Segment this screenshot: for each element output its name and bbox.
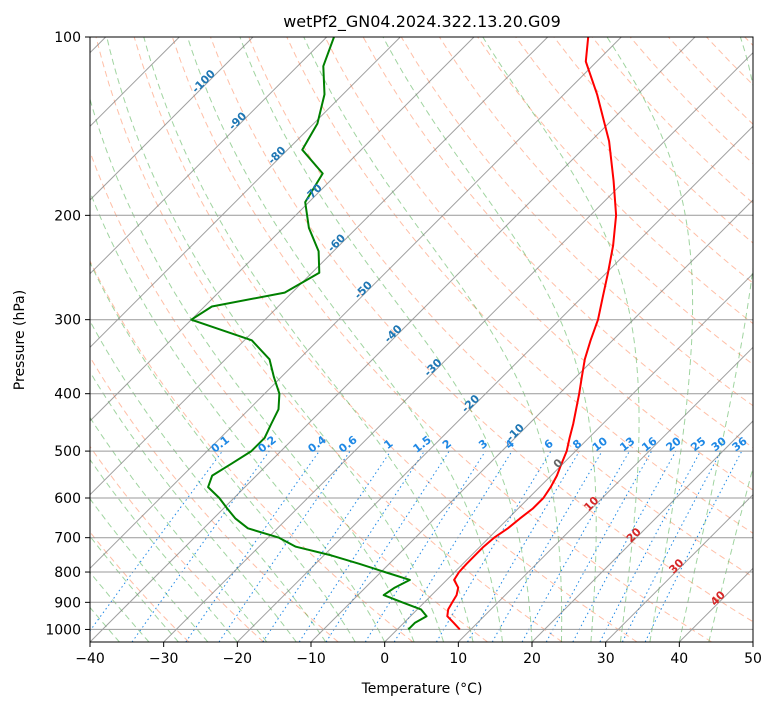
y-tick-label: 200 bbox=[54, 208, 81, 224]
moist-adiabat bbox=[90, 497, 209, 642]
moist-adiabat bbox=[90, 458, 238, 642]
plot-frame bbox=[89, 36, 754, 643]
chart-title: wetPf2_GN04.2024.322.13.20.G09 bbox=[283, 12, 561, 32]
plot-background bbox=[90, 37, 753, 642]
temperature-profile-line bbox=[446, 37, 618, 631]
mixing-ratio-line bbox=[572, 450, 677, 642]
isotherm bbox=[90, 37, 254, 201]
dry-adiabat bbox=[210, 37, 753, 623]
x-tick-label: 30 bbox=[597, 651, 615, 667]
x-tick-label: 40 bbox=[670, 651, 688, 667]
x-tick-label: 0 bbox=[380, 651, 389, 667]
dry-adiabat bbox=[133, 37, 638, 642]
moist-adiabat bbox=[90, 261, 356, 642]
x-tick-label: 10 bbox=[449, 651, 467, 667]
dry-adiabat bbox=[90, 259, 414, 642]
dry-adiabat bbox=[90, 445, 264, 642]
dry-adiabat bbox=[515, 37, 753, 284]
isotherm bbox=[90, 37, 549, 496]
y-axis-label: Pressure (hPa) bbox=[12, 290, 28, 390]
isotherm bbox=[384, 272, 753, 642]
mixing-ratio-line bbox=[262, 450, 392, 642]
mixing-ratio-line bbox=[185, 450, 320, 642]
moist-adiabat bbox=[106, 37, 445, 642]
mixing-ratio-line bbox=[218, 450, 351, 642]
isotherm bbox=[457, 346, 753, 642]
mixing-ratio-line bbox=[599, 450, 701, 642]
moist-adiabat bbox=[90, 571, 150, 642]
isotherm bbox=[531, 420, 753, 642]
moist-adiabat bbox=[187, 37, 503, 642]
dry-adiabat bbox=[324, 37, 753, 491]
isotherm bbox=[163, 51, 753, 642]
x-tick-label: −20 bbox=[223, 651, 253, 667]
y-tick-label: 600 bbox=[54, 491, 81, 507]
y-tick-label: 1000 bbox=[45, 622, 81, 638]
mixing-ratio-line bbox=[364, 450, 486, 642]
dry-adiabat bbox=[171, 37, 712, 642]
isotherm bbox=[605, 493, 753, 642]
moist-adiabat bbox=[143, 37, 474, 642]
isotherm bbox=[90, 37, 401, 349]
y-tick-label: 400 bbox=[54, 387, 81, 403]
mixing-ratio-line bbox=[298, 450, 425, 642]
x-axis-label: Temperature (°C) bbox=[361, 681, 483, 697]
y-tick-label: 500 bbox=[54, 444, 81, 460]
x-tick-label: 20 bbox=[523, 651, 541, 667]
x-tick-label: −40 bbox=[75, 651, 105, 667]
moist-adiabat bbox=[708, 465, 753, 642]
dewpoint-profile-line bbox=[190, 37, 428, 631]
mixing-ratio-line bbox=[325, 450, 450, 642]
dry-adiabat bbox=[286, 37, 753, 534]
y-tick-label: 100 bbox=[54, 30, 81, 46]
isotherm bbox=[310, 199, 753, 642]
dry-adiabat bbox=[95, 37, 563, 642]
y-tick-label: 900 bbox=[54, 595, 81, 611]
isotherm bbox=[752, 641, 753, 642]
moist-adiabat bbox=[90, 535, 179, 642]
x-tick-label: −10 bbox=[296, 651, 326, 667]
isotherm bbox=[90, 37, 696, 642]
moist-adiabat bbox=[678, 37, 753, 642]
isotherm bbox=[90, 37, 622, 570]
moist-adiabat bbox=[90, 416, 268, 642]
isotherm bbox=[236, 125, 753, 642]
moist-adiabat bbox=[90, 320, 327, 642]
isotherm bbox=[90, 37, 475, 422]
moist-adiabat bbox=[382, 37, 597, 642]
moist-adiabat bbox=[90, 190, 386, 642]
moist-adiabat bbox=[239, 37, 533, 642]
mixing-ratio-line bbox=[467, 450, 580, 642]
moist-adiabat bbox=[606, 37, 694, 642]
y-tick-label: 800 bbox=[54, 565, 81, 581]
x-tick-label: −30 bbox=[149, 651, 179, 667]
isotherm bbox=[90, 37, 328, 275]
y-tick-label: 700 bbox=[54, 531, 81, 547]
x-tick-label: 50 bbox=[744, 651, 762, 667]
dry-adiabat bbox=[248, 37, 753, 578]
moist-adiabat bbox=[90, 370, 297, 642]
moist-adiabat bbox=[482, 37, 640, 642]
y-tick-label: 300 bbox=[54, 313, 81, 329]
